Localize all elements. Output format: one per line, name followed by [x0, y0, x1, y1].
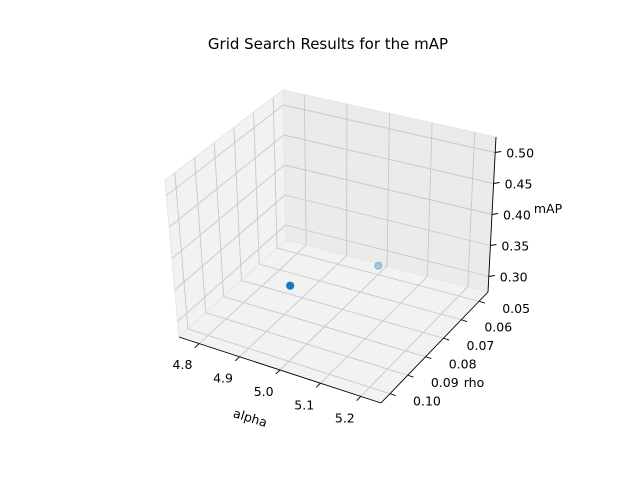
z-tick-label: 0.45	[505, 177, 533, 192]
x-tick-mark	[275, 369, 281, 375]
y-tick-label: 0.08	[449, 356, 477, 371]
z-tick-label: 0.50	[506, 146, 534, 161]
z-gridline-side	[174, 194, 286, 291]
x-tick-mark	[194, 343, 200, 348]
y-tick-label: 0.10	[413, 393, 441, 408]
y-axis-label: rho	[464, 375, 485, 390]
y-gridline	[205, 312, 408, 376]
z-tick-mark	[495, 151, 502, 153]
z-gridline	[283, 104, 496, 153]
x-tick-label: 5.2	[335, 411, 355, 426]
y-gridline	[259, 263, 462, 321]
y-gridline	[223, 296, 426, 358]
x-tick-label: 4.9	[213, 371, 233, 386]
z-gridline	[284, 194, 491, 246]
x-tick-label: 5.1	[294, 397, 314, 412]
y-tick-mark	[407, 374, 414, 378]
z-axis-label: mAP	[534, 201, 563, 216]
data-points	[286, 261, 383, 290]
y-tick-mark	[389, 393, 396, 397]
z-gridline-side	[177, 224, 286, 322]
z-axis-line	[487, 136, 497, 293]
z-gridline-side	[171, 164, 285, 259]
x-gridline	[279, 265, 388, 371]
chart-title: Grid Search Results for the mAP	[208, 35, 448, 53]
y-tick-mark	[461, 319, 468, 323]
x-tick-mark	[234, 356, 240, 362]
x-tick-label: 5.0	[254, 384, 274, 399]
x-gridline	[198, 244, 307, 344]
data-point-2	[374, 261, 383, 270]
data-point-1	[286, 281, 295, 290]
y-gridline	[241, 279, 444, 339]
z-tick-label: 0.40	[503, 208, 531, 223]
y-tick-label: 0.05	[502, 301, 530, 316]
y-gridline	[276, 247, 480, 302]
z-tick-mark	[488, 275, 495, 277]
z-gridline	[284, 164, 493, 215]
tick-labels: 4.8 4.9 5.0 5.1 5.2 0.05 0.06 0.07 0.08 0.09 0.10 0…	[173, 146, 535, 426]
y-tick-mark	[443, 337, 450, 341]
y-tick-mark	[478, 300, 485, 304]
z-tick-mark	[490, 244, 497, 246]
z-tick-mark	[491, 213, 499, 215]
y-tick-label: 0.06	[484, 319, 512, 334]
x-tick-mark	[356, 396, 362, 402]
x-tick-mark	[315, 382, 321, 388]
x-gridline	[360, 286, 469, 397]
z-tick-mark	[493, 182, 500, 184]
z-gridline-side	[168, 134, 285, 228]
x-gridline	[239, 255, 347, 358]
z-tick-label: 0.35	[501, 239, 529, 254]
y-tick-mark	[425, 356, 432, 360]
z-gridline-side	[166, 104, 284, 197]
y-tick-label: 0.09	[431, 375, 459, 390]
x-tick-label: 4.8	[173, 357, 193, 372]
y-axis-line	[380, 291, 489, 404]
x-axis-line	[178, 336, 382, 404]
z-tick-label: 0.30	[500, 270, 528, 285]
z-gridline	[285, 224, 489, 277]
grid-lines	[166, 94, 496, 397]
x-gridline	[320, 276, 428, 384]
y-gridline	[187, 328, 391, 395]
y-tick-label: 0.07	[467, 338, 495, 353]
axis-lines	[178, 136, 502, 404]
z-gridline	[283, 134, 494, 184]
